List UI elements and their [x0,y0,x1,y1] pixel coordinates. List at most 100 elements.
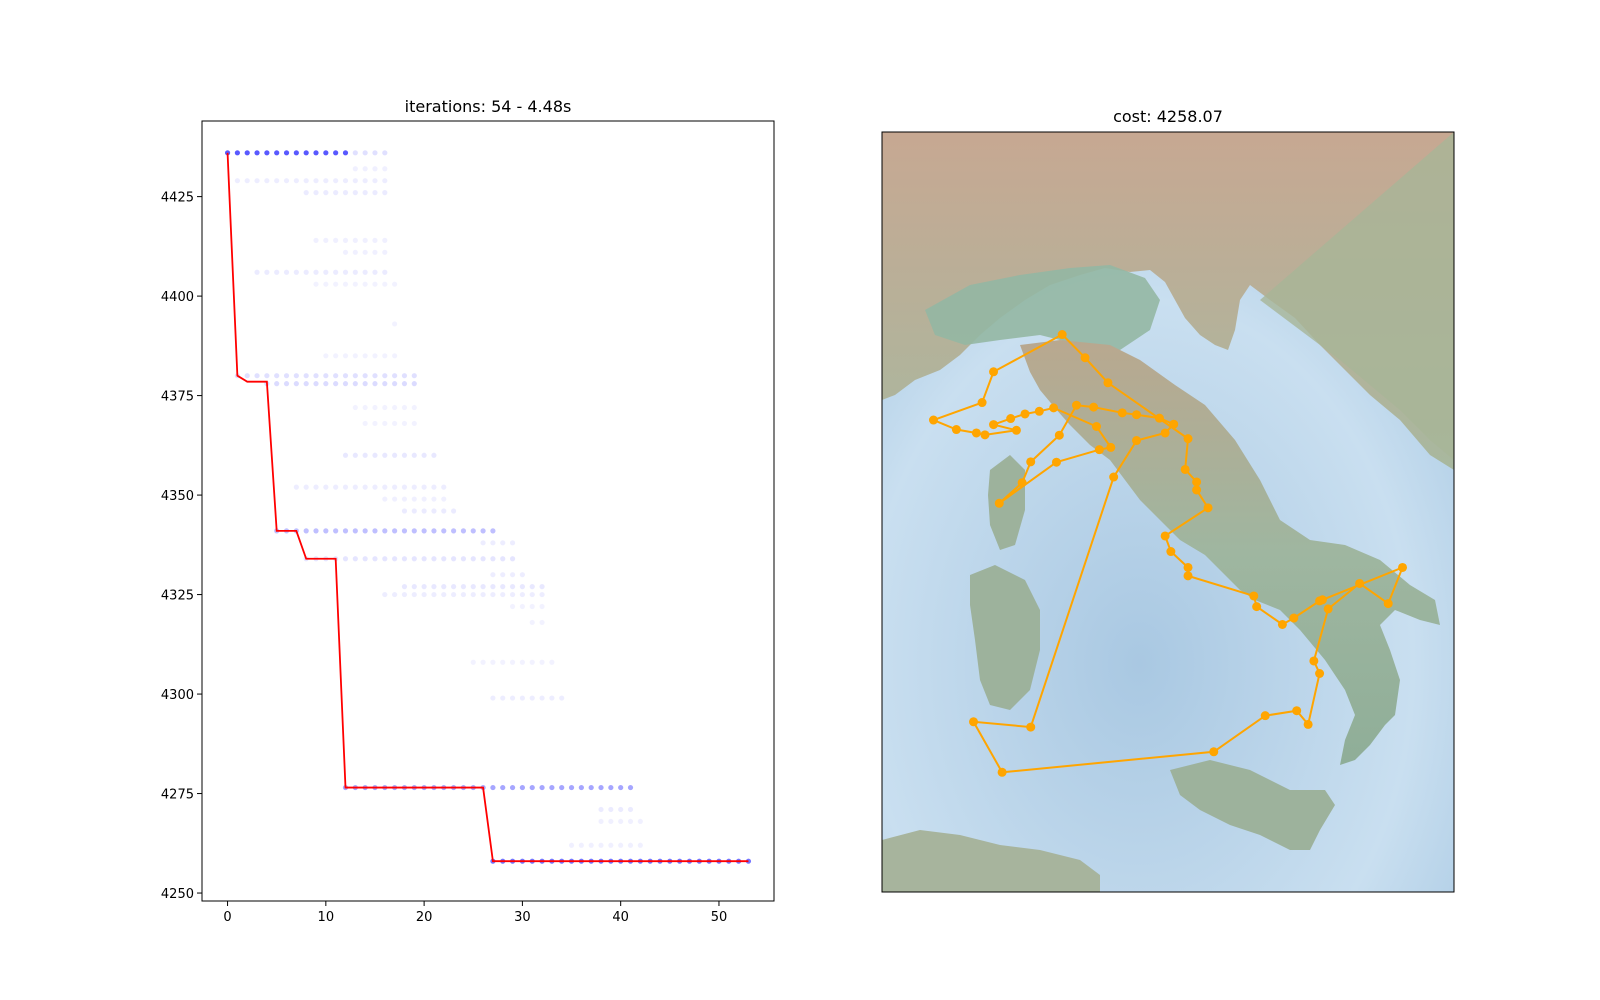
population-point [539,659,545,665]
population-point [401,556,408,562]
population-point [342,269,349,275]
population-point [421,452,427,458]
population-point [274,381,280,387]
population-point [451,508,457,514]
city-marker [1183,434,1193,444]
population-point [401,404,408,411]
population-point [411,584,417,590]
population-point [470,659,476,665]
population-point [372,281,378,287]
population-point [392,528,398,534]
population-point [431,528,437,534]
population-point [509,540,516,546]
population-point [244,373,250,379]
population-point [313,381,319,387]
city-marker [1289,613,1299,623]
y-tick-label: 4400 [161,290,194,305]
population-point [431,484,437,490]
population-point [411,556,417,562]
population-point [333,190,339,196]
population-point [608,806,614,813]
population-point [382,249,388,255]
population-point [500,540,506,546]
city-marker [1160,428,1170,438]
city-marker [980,430,990,440]
population-point [362,404,368,411]
population-point [382,496,388,502]
city-marker [1169,419,1179,429]
population-point [490,572,496,578]
population-point [451,591,457,598]
population-point [598,818,604,825]
map-background [882,132,1454,892]
population-point [608,784,614,791]
population-point [539,619,545,626]
population-point [313,528,319,534]
population-point [529,695,535,701]
population-point [372,404,378,411]
population-point [293,381,299,387]
population-point [392,321,398,327]
population-point [500,584,506,590]
population-point [264,373,270,379]
city-marker [1109,472,1119,482]
population-point [441,528,447,534]
population-point [303,373,309,379]
chart-title: iterations: 54 - 4.48s [405,97,572,116]
population-point [372,381,378,387]
population-point [264,150,270,156]
population-point [401,381,408,387]
city-marker [1089,402,1099,412]
population-point [470,528,476,534]
population-point [490,528,496,534]
population-point [421,484,427,490]
population-point [264,178,270,184]
population-point [460,528,467,534]
population-point [500,659,506,665]
best-cost-line [226,152,749,863]
population-point [244,178,250,184]
city-marker [1092,422,1101,431]
population-point [392,591,398,598]
population-point [519,695,525,701]
population-point [352,452,358,458]
population-point [352,484,358,490]
population-point [470,556,476,562]
y-tick-label: 4350 [161,489,194,504]
population-point [549,659,555,665]
population-point [254,150,260,156]
city-marker [1080,353,1090,363]
population-point [509,695,516,701]
population-point [627,784,634,791]
city-marker [1192,477,1202,487]
city-marker [969,717,979,727]
city-marker [1315,669,1325,678]
population-point [618,806,624,813]
population-point [254,269,260,275]
population-point [323,237,329,243]
x-tick-label: 30 [514,910,531,925]
population-point [539,784,545,791]
city-marker [1180,464,1190,474]
population-point [392,353,398,359]
population-point [441,591,447,598]
population-point [421,584,427,590]
population-point [441,484,447,490]
population-point [519,784,525,791]
population-point [323,178,329,184]
population-point [362,484,368,490]
population-point [421,528,427,534]
city-marker [971,428,981,438]
population-point [618,784,624,791]
population-point [431,584,437,590]
population-point [500,556,506,562]
population-point [352,190,358,196]
population-point [431,452,437,458]
city-marker [1160,531,1170,541]
population-point [362,373,368,379]
population-point [372,269,378,275]
population-point [254,373,260,379]
population-point [441,584,447,590]
population-point [441,508,447,514]
population-point [627,842,634,848]
